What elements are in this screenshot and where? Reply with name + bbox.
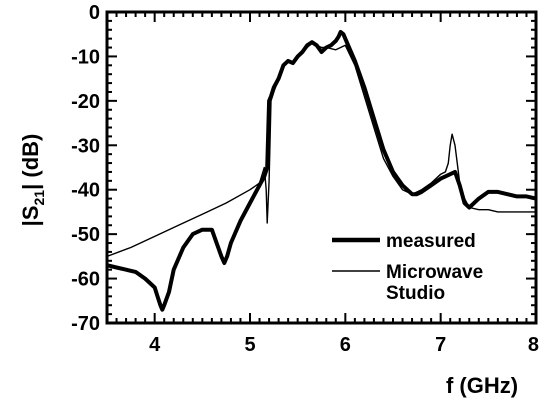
tick-label-layer: 4 5 6 7 8 0 -10 -20 -30 -40 -50 -60 -70 (71, 2, 539, 356)
y-tick-label--20: -20 (71, 91, 100, 113)
x-tick-label-4: 4 (149, 334, 161, 356)
y-tick-label--60: -60 (71, 269, 100, 291)
x-tick-label-8: 8 (528, 334, 539, 356)
legend-label-microwave-studio: Microwave Studio (386, 262, 488, 304)
x-tick-label-7: 7 (435, 334, 446, 356)
y-axis-label-unit: (dB) (18, 134, 43, 184)
legend-label-microwave-studio-line1: Microwave (386, 262, 483, 283)
svg-text:|S21| (dB): |S21| (dB) (18, 134, 47, 227)
y-axis-label-subscript: 21 (31, 190, 47, 206)
y-tick-label--70: -70 (71, 313, 100, 335)
plot-frame (105, 10, 538, 325)
y-tick-label--30: -30 (71, 135, 100, 157)
x-tick-label-6: 6 (340, 334, 351, 356)
y-axis-label-bar-right: | (18, 184, 43, 190)
y-tick-label--50: -50 (71, 224, 100, 246)
y-axis-label-bar-left: | (18, 220, 43, 226)
y-tick-label-0: 0 (89, 2, 100, 24)
legend-label-measured: measured (386, 231, 476, 252)
series-layer (106, 30, 537, 312)
legend-label-microwave-studio-line2: Studio (386, 283, 445, 304)
x-axis-label: f (GHz) (446, 373, 518, 398)
y-tick-label--40: -40 (71, 180, 100, 202)
x-tick-label-5: 5 (244, 334, 255, 356)
y-tick-label--10: -10 (71, 46, 100, 68)
legend: measured Microwave Studio (325, 227, 525, 312)
series-line-microwave-studio (106, 42, 536, 258)
y-axis-label: |S21| (dB) (18, 134, 47, 227)
y-axis-label-main: S (18, 205, 43, 220)
